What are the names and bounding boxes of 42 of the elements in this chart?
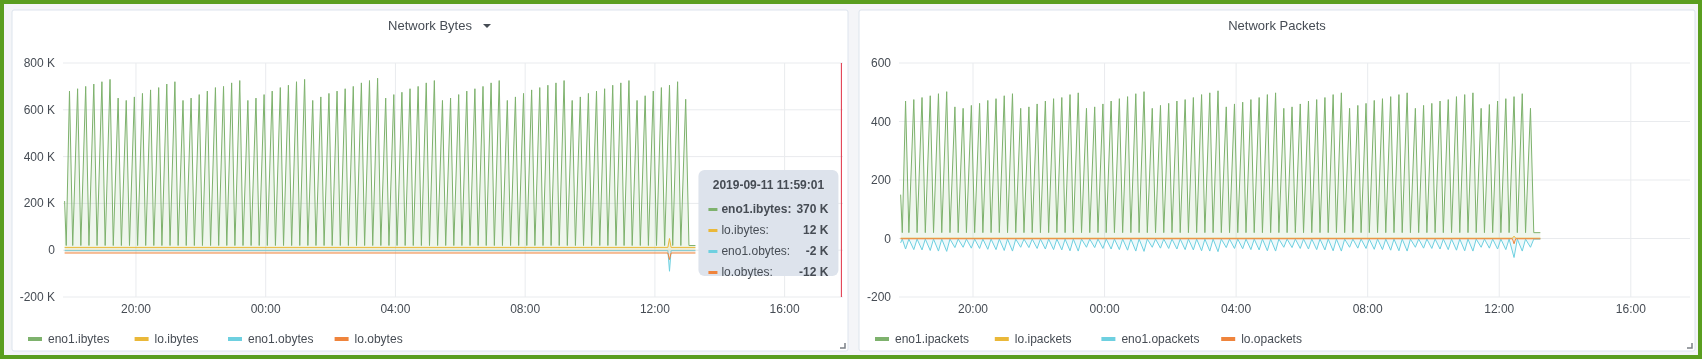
x-tick-label: 16:00 xyxy=(769,302,800,316)
annotation: 12 K xyxy=(803,223,829,237)
legend-label: eno1.ipackets xyxy=(895,332,970,346)
x-tick-label: 08:00 xyxy=(510,302,541,316)
annotation: -12 K xyxy=(799,265,829,279)
legend-label: eno1.obytes xyxy=(248,332,314,346)
x-tick-label: 04:00 xyxy=(1221,302,1252,316)
y-tick-label: -200 K xyxy=(19,290,55,304)
y-tick-label: 800 K xyxy=(23,56,55,70)
y-tick-label: 0 xyxy=(48,243,56,258)
annotation: 2019-09-11 11:59:01 xyxy=(712,178,825,192)
y-tick-label: 400 xyxy=(870,114,892,129)
x-tick-label: 20:00 xyxy=(120,302,152,316)
annotation: eno1.ibytes: xyxy=(721,202,792,216)
x-tick-label: 12:00 xyxy=(639,302,671,316)
y-tick-label: 600 xyxy=(870,56,892,70)
y-tick-label: 200 K xyxy=(23,196,55,211)
x-tick-label: 00:00 xyxy=(250,302,282,316)
legend-label: eno1.opackets xyxy=(1121,332,1200,346)
x-tick-label: 08:00 xyxy=(1352,302,1384,316)
x-tick-label: 20:00 xyxy=(957,302,989,316)
annotation: lo.ibytes: xyxy=(721,223,769,237)
x-tick-label: 12:00 xyxy=(1484,302,1515,316)
annotation: 370 K xyxy=(796,202,829,216)
legend-label: eno1.ibytes xyxy=(48,332,110,346)
annotation: eno1.obytes: xyxy=(721,244,791,258)
x-tick-label: 16:00 xyxy=(1615,302,1647,316)
y-tick-label: 400 K xyxy=(23,149,55,164)
legend-label: lo.obytes xyxy=(354,332,403,346)
annotation: lo.obytes: xyxy=(721,265,773,279)
legend-label: lo.ibytes xyxy=(154,332,199,346)
annotation: -2 K xyxy=(805,244,829,258)
x-tick-label: 00:00 xyxy=(1089,302,1120,316)
legend-label: lo.opackets xyxy=(1241,332,1302,346)
chart-title: Network Bytes xyxy=(388,18,473,33)
y-tick-label: -200 xyxy=(866,290,892,304)
y-tick-label: 600 K xyxy=(23,102,55,117)
chart-title: Network Packets xyxy=(1228,18,1327,33)
x-tick-label: 04:00 xyxy=(380,302,411,316)
legend-label: lo.ipackets xyxy=(1014,332,1072,346)
y-tick-label: 0 xyxy=(884,231,892,246)
y-tick-label: 200 xyxy=(870,173,892,187)
